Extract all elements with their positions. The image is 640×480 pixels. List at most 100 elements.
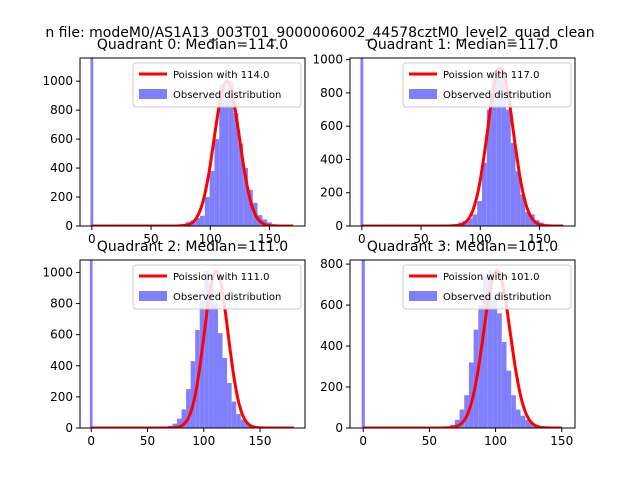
histogram-bar xyxy=(181,409,187,428)
axes-frame xyxy=(349,57,576,227)
histogram-bar xyxy=(262,219,268,226)
y-tick-label: 600 xyxy=(50,328,73,342)
histogram-bar xyxy=(515,171,521,226)
y-tick-label: 600 xyxy=(50,132,73,146)
y-tick-label: 200 xyxy=(320,186,343,200)
histogram-bar xyxy=(511,395,516,428)
histogram-bar xyxy=(525,419,530,428)
legend-label-observed: Observed distribution xyxy=(443,292,551,303)
histogram-bar xyxy=(213,303,218,428)
y-tick-label: 0 xyxy=(65,219,73,233)
histogram-bar xyxy=(478,305,484,428)
histogram-bar-zero xyxy=(89,260,93,428)
histogram-bar xyxy=(492,296,498,428)
y-tick-label: 800 xyxy=(320,257,343,271)
subplot-quadrant-1: 0 50 100 150 0 200 400 600 800 1000 Quadrant 1: Me… xyxy=(312,37,576,246)
histogram-bar xyxy=(468,362,474,428)
histogram-bar xyxy=(245,423,250,428)
axes-frame xyxy=(79,57,306,227)
histogram-bar xyxy=(501,72,506,226)
histogram-bar xyxy=(233,113,239,226)
histogram-bar xyxy=(204,270,209,428)
y-tick-label: 400 xyxy=(320,339,343,353)
histogram-bar xyxy=(467,218,473,226)
histogram-bar xyxy=(487,270,493,428)
histogram-bar xyxy=(481,162,487,226)
legend-label-fit: Poission with 111.0 xyxy=(173,272,269,283)
histogram-bar xyxy=(208,284,214,428)
histogram-bar xyxy=(204,197,210,226)
x-tick-label: 100 xyxy=(484,434,507,448)
histogram-bar xyxy=(200,215,205,226)
y-tick-label: 400 xyxy=(50,161,73,175)
poisson-fit-line xyxy=(361,66,564,226)
poisson-fit-line xyxy=(91,79,294,226)
y-tick-label: 0 xyxy=(335,421,343,435)
histogram-bar xyxy=(530,423,535,428)
histogram-bar xyxy=(496,67,502,226)
histogram-bar xyxy=(224,98,229,226)
legend: Poission with 117.0 Observed distribution xyxy=(402,62,572,108)
histogram-bar xyxy=(497,313,502,428)
histogram-bar xyxy=(486,109,492,226)
histogram-bar xyxy=(227,382,232,428)
legend-label-observed: Observed distribution xyxy=(173,292,281,303)
histogram-bar xyxy=(506,370,512,428)
legend-label-fit: Poission with 117.0 xyxy=(443,70,539,81)
histogram-bar xyxy=(190,361,196,428)
subplot-title: Quadrant 3: Median=101.0 xyxy=(367,239,558,255)
y-tick-label: 0 xyxy=(65,421,73,435)
histogram-bar xyxy=(236,414,241,428)
x-tick-label: 0 xyxy=(87,434,95,448)
histogram-bar xyxy=(525,211,530,226)
legend-box xyxy=(132,264,302,310)
histogram-bar xyxy=(240,419,246,428)
histogram-bar xyxy=(217,333,223,428)
histogram-bar xyxy=(459,409,465,428)
histogram-bar xyxy=(222,358,228,428)
histogram-bar xyxy=(195,218,201,226)
histogram-bar xyxy=(247,189,253,226)
histogram-bar xyxy=(520,415,526,428)
histogram-bar xyxy=(510,142,516,226)
y-tick-label: 200 xyxy=(50,190,73,204)
x-tick-label: 0 xyxy=(358,232,366,246)
y-tick-label: 1000 xyxy=(42,265,73,279)
x-tick-label: 100 xyxy=(192,434,215,448)
poisson-fit-line xyxy=(363,268,562,428)
histogram-bar xyxy=(501,341,507,428)
plot-area xyxy=(90,58,294,226)
histogram-bar xyxy=(464,395,469,428)
histogram-bar-zero xyxy=(90,58,94,226)
histogram-bar xyxy=(505,109,511,226)
histogram-bar xyxy=(199,300,205,428)
x-tick-label: 50 xyxy=(413,232,428,246)
legend-label-fit: Poission with 114.0 xyxy=(173,70,269,81)
x-tick-label: 50 xyxy=(143,232,158,246)
x-tick-label: 150 xyxy=(249,434,272,448)
histogram-bar xyxy=(214,139,220,226)
x-tick-label: 0 xyxy=(359,434,367,448)
histogram-bar xyxy=(483,276,488,428)
legend: Poission with 114.0 Observed distribution xyxy=(132,62,302,108)
legend-swatch-observed xyxy=(409,89,437,99)
legend-label-fit: Poission with 101.0 xyxy=(443,272,539,283)
histogram-bar xyxy=(209,170,215,226)
subplot-quadrant-0: 0 50 100 150 0 200 400 600 800 1000 Quadrant 0: Me… xyxy=(42,37,306,246)
x-tick-label: 50 xyxy=(140,434,155,448)
figure-suptitle: n file: modeM0/AS1A13_003T01_9000006002_… xyxy=(45,25,594,41)
subplot-title: Quadrant 2: Median=111.0 xyxy=(97,239,288,255)
histogram-bar-zero xyxy=(360,58,364,226)
histogram-bar xyxy=(176,418,182,428)
histogram-bar xyxy=(231,401,237,428)
legend-label-observed: Observed distribution xyxy=(173,90,281,101)
axes-frame xyxy=(349,259,576,429)
x-tick-label: 150 xyxy=(258,232,281,246)
plot-area xyxy=(361,260,562,428)
legend-swatch-observed xyxy=(409,291,437,301)
y-tick-label: 400 xyxy=(50,359,73,373)
x-tick-label: 0 xyxy=(88,232,96,246)
y-tick-label: 1000 xyxy=(42,74,73,88)
